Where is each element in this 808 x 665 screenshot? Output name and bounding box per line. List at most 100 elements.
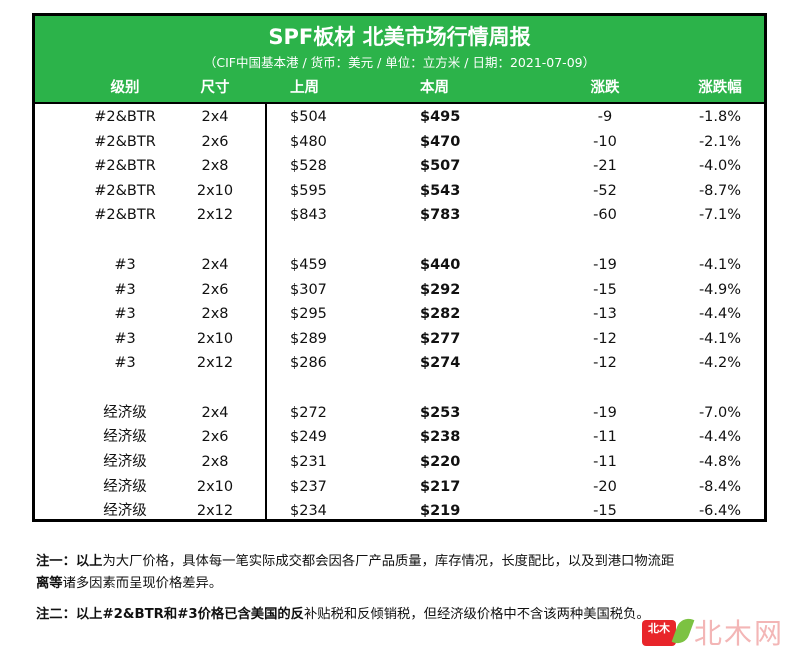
size-cell: 2x4 bbox=[201, 404, 229, 421]
size-cell: 2x6 bbox=[201, 133, 229, 150]
this-week-price-cell: $470 bbox=[420, 133, 461, 150]
change-pct-cell: -6.4% bbox=[698, 503, 742, 520]
table-row: #3 2x8 $295 $282 -13 -4.4% bbox=[35, 302, 764, 326]
change-pct-cell: -7.1% bbox=[698, 207, 742, 224]
size-cell: 2x10 bbox=[196, 182, 234, 199]
grade-cell: #3 bbox=[114, 330, 136, 347]
last-week-price-cell: $234 bbox=[290, 503, 327, 520]
watermark-logo: 北木 bbox=[642, 620, 676, 646]
table-row: #2&BTR 2x8 $528 $507 -21 -4.0% bbox=[35, 154, 764, 178]
last-week-price-cell: $289 bbox=[290, 330, 327, 347]
this-week-price-cell: $495 bbox=[420, 109, 461, 125]
grade-cell: #3 bbox=[114, 306, 136, 323]
table-row: #3 2x4 $459 $440 -19 -4.1% bbox=[35, 253, 764, 277]
size-cell: 2x8 bbox=[201, 306, 229, 323]
change-cell: -13 bbox=[593, 306, 617, 323]
change-pct-cell: -4.9% bbox=[698, 281, 742, 298]
change-cell: -9 bbox=[597, 109, 613, 125]
note-1-bold-2: 离等 bbox=[36, 576, 63, 591]
size-cell: 2x10 bbox=[196, 330, 234, 347]
change-cell: -60 bbox=[593, 207, 617, 224]
column-header-change-pct: 涨跌幅 bbox=[698, 80, 742, 96]
table-row: 经济级 2x10 $237 $217 -20 -8.4% bbox=[35, 475, 764, 499]
grade-cell: #2&BTR bbox=[94, 207, 156, 224]
change-pct-cell: -4.0% bbox=[698, 158, 742, 175]
report-subtitle: （CIF中国基本港 / 货币：美元 / 单位：立方米 / 日期：2021-07-… bbox=[203, 55, 596, 70]
change-cell: -11 bbox=[593, 429, 617, 446]
change-pct-cell: -8.4% bbox=[698, 478, 742, 495]
this-week-price-cell: $282 bbox=[420, 306, 461, 323]
note-2-label: 注二： bbox=[36, 607, 76, 622]
change-cell: -15 bbox=[593, 503, 617, 520]
this-week-price-cell: $277 bbox=[420, 330, 461, 347]
size-cell: 2x6 bbox=[201, 281, 229, 298]
report-title: SPF板材 北美市场行情周报 bbox=[268, 25, 531, 49]
change-cell: -15 bbox=[593, 281, 617, 298]
change-pct-cell: -4.4% bbox=[698, 429, 742, 446]
this-week-price-cell: $292 bbox=[420, 281, 461, 298]
column-header-this-week: 本周 bbox=[420, 80, 449, 96]
this-week-price-cell: $217 bbox=[420, 478, 461, 495]
last-week-price-cell: $843 bbox=[290, 207, 327, 224]
change-cell: -12 bbox=[593, 330, 617, 347]
change-cell: -52 bbox=[593, 182, 617, 199]
change-cell: -12 bbox=[593, 355, 617, 372]
last-week-price-cell: $231 bbox=[290, 454, 327, 470]
size-cell: 2x4 bbox=[201, 109, 229, 125]
note-2-bold: 以上#2&BTR和#3价格已含美国的反 bbox=[75, 607, 304, 622]
change-cell: -19 bbox=[593, 404, 617, 421]
change-pct-cell: -1.8% bbox=[698, 109, 742, 125]
grade-cell: 经济级 bbox=[103, 478, 147, 495]
table-row: #2&BTR 2x6 $480 $470 -10 -2.1% bbox=[35, 130, 764, 154]
table-row: 经济级 2x12 $234 $219 -15 -6.4% bbox=[35, 499, 764, 523]
size-cell: 2x12 bbox=[196, 355, 234, 372]
table-row: #3 2x6 $307 $292 -15 -4.9% bbox=[35, 278, 764, 302]
last-week-price-cell: $595 bbox=[290, 182, 327, 199]
this-week-price-cell: $220 bbox=[420, 454, 461, 470]
change-cell: -21 bbox=[593, 158, 617, 175]
grade-cell: #2&BTR bbox=[94, 158, 156, 175]
this-week-price-cell: $253 bbox=[420, 404, 461, 421]
this-week-price-cell: $274 bbox=[420, 355, 461, 372]
this-week-price-cell: $543 bbox=[420, 182, 461, 199]
last-week-price-cell: $459 bbox=[290, 256, 327, 273]
grade-cell: 经济级 bbox=[103, 454, 147, 470]
grade-cell: #2&BTR bbox=[94, 133, 156, 150]
table-row: 经济级 2x8 $231 $220 -11 -4.8% bbox=[35, 450, 764, 474]
table-row: 经济级 2x6 $249 $238 -11 -4.4% bbox=[35, 425, 764, 449]
table-row: 经济级 2x4 $272 $253 -19 -7.0% bbox=[35, 401, 764, 425]
change-pct-cell: -4.8% bbox=[698, 454, 742, 470]
table-row: #2&BTR 2x12 $843 $783 -60 -7.1% bbox=[35, 203, 764, 227]
note-1-label: 注一： bbox=[36, 554, 76, 569]
this-week-price-cell: $440 bbox=[420, 256, 461, 273]
table-row: #2&BTR 2x10 $595 $543 -52 -8.7% bbox=[35, 179, 764, 203]
this-week-price-cell: $783 bbox=[420, 207, 461, 224]
notes-section: 注一：以上为大厂价格，具体每一笔实际成交都会因各厂产品质量，库存情况，长度配比，… bbox=[36, 551, 776, 635]
column-header-change: 涨跌 bbox=[590, 80, 620, 96]
last-week-price-cell: $307 bbox=[290, 281, 327, 298]
size-cell: 2x8 bbox=[201, 158, 229, 175]
change-cell: -20 bbox=[593, 478, 617, 495]
change-pct-cell: -2.1% bbox=[698, 133, 742, 150]
size-cell: 2x4 bbox=[201, 256, 229, 273]
change-pct-cell: -4.1% bbox=[698, 330, 742, 347]
note-2: 注二：以上#2&BTR和#3价格已含美国的反补贴税和反倾销税，但经济级价格中不含… bbox=[36, 604, 776, 626]
grade-cell: #3 bbox=[114, 281, 136, 298]
size-cell: 2x8 bbox=[201, 454, 229, 470]
this-week-price-cell: $507 bbox=[420, 158, 461, 175]
grade-cell: 经济级 bbox=[103, 429, 147, 446]
grade-cell: 经济级 bbox=[103, 503, 147, 520]
column-header-last-week: 上周 bbox=[290, 80, 319, 96]
table-row: #3 2x12 $286 $274 -12 -4.2% bbox=[35, 351, 764, 375]
note-2-text: 补贴税和反倾销税，但经济级价格中不含该两种美国税负。 bbox=[303, 607, 650, 622]
note-1-text-2: 诸多因素而呈现价格差异。 bbox=[62, 576, 223, 591]
note-1-text: 为大厂价格，具体每一笔实际成交都会因各厂产品质量，库存情况，长度配比，以及到港口… bbox=[102, 554, 675, 569]
last-week-price-cell: $528 bbox=[290, 158, 327, 175]
size-cell: 2x12 bbox=[196, 503, 234, 520]
table-row: #3 2x10 $289 $277 -12 -4.1% bbox=[35, 327, 764, 351]
last-week-price-cell: $286 bbox=[290, 355, 327, 372]
change-cell: -10 bbox=[593, 133, 617, 150]
note-1: 注一：以上为大厂价格，具体每一笔实际成交都会因各厂产品质量，库存情况，长度配比，… bbox=[36, 551, 776, 595]
change-pct-cell: -7.0% bbox=[698, 404, 742, 421]
column-header-grade: 级别 bbox=[110, 80, 140, 96]
